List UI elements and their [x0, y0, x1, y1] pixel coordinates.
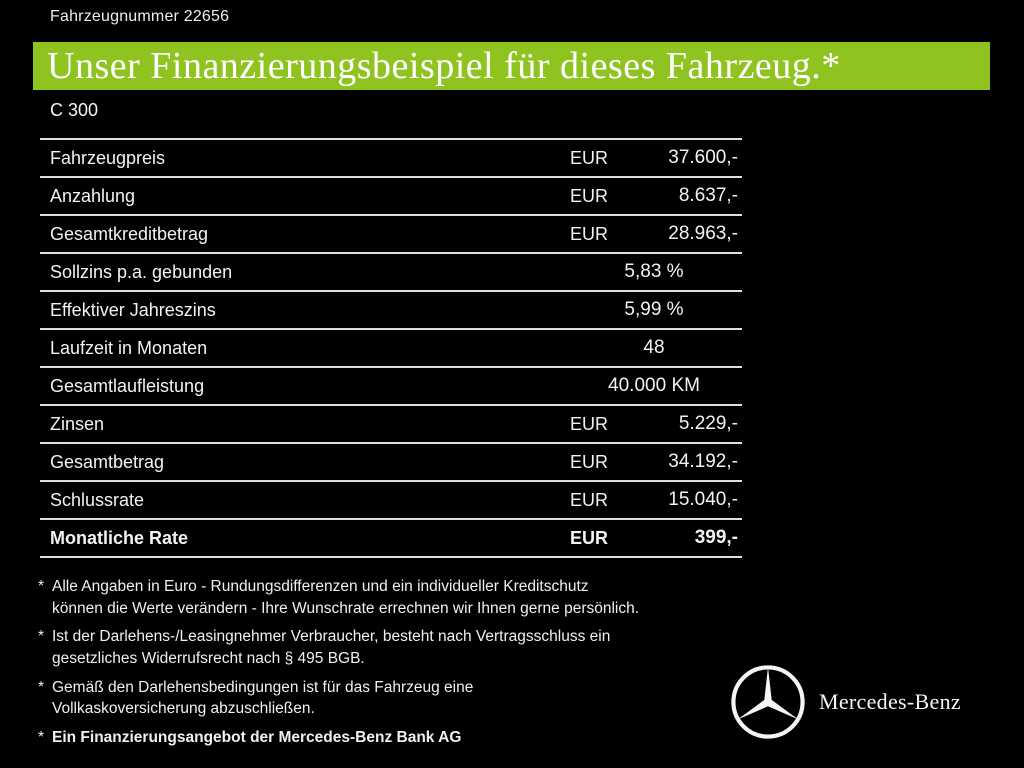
table-row: Gesamtkreditbetrag EUR 28.963,- — [40, 216, 742, 254]
row-label: Sollzins p.a. gebunden — [50, 261, 233, 282]
footnote-text: Alle Angaben in Euro - Rundungsdifferenz… — [52, 578, 640, 617]
row-currency: EUR — [570, 223, 609, 244]
finance-table: Fahrzeugpreis EUR 37.600,- Anzahlung EUR 8.63… — [40, 138, 742, 558]
row-value: 40.000 KM — [608, 375, 700, 396]
row-value: 5,99 % — [624, 299, 684, 320]
row-value: 28.963,- — [668, 223, 738, 244]
footnote-text: Gemäß den Darlehensbedingungen ist für d… — [52, 678, 474, 718]
footnote: * Alle Angaben in Euro - Rundungsdifferen… — [38, 576, 728, 619]
row-value: 37.600,- — [668, 147, 738, 168]
table-row: Sollzins p.a. gebunden 5,83 % — [40, 254, 742, 292]
row-label: Gesamtlaufleistung — [50, 375, 205, 396]
row-currency: EUR — [570, 147, 609, 168]
table-row: Zinsen EUR 5.229,- — [40, 406, 742, 444]
footnote-marker: * — [38, 729, 45, 747]
row-label: Laufzeit in Monaten — [50, 337, 208, 358]
row-currency: EUR — [570, 413, 609, 434]
row-currency: EUR — [570, 185, 609, 206]
row-label: Anzahlung — [50, 185, 136, 206]
table-row: Fahrzeugpreis EUR 37.600,- — [40, 140, 742, 178]
row-currency: EUR — [570, 451, 609, 472]
brand-block: Mercedes-Benz — [730, 664, 961, 740]
page-title: Unser Finanzierungsbeispiel für dieses F… — [47, 45, 841, 87]
row-label: Zinsen — [50, 413, 105, 434]
row-label: Monatliche Rate — [50, 527, 189, 548]
table-row: Gesamtlaufleistung 40.000 KM — [40, 368, 742, 406]
footnote-text: Ist der Darlehens-/Leasingnehmer Verbrau… — [52, 628, 611, 668]
row-value: 48 — [643, 337, 665, 358]
table-row: Monatliche Rate EUR 399,- — [40, 520, 742, 558]
row-label: Schlussrate — [50, 489, 145, 510]
row-value: 5.229,- — [678, 413, 738, 434]
model-name: C 300 — [50, 100, 99, 120]
row-value: 15.040,- — [668, 489, 738, 510]
row-value: 8.637,- — [678, 185, 738, 206]
footnote-text: Ein Finanzierungsangebot der Mercedes-Be… — [52, 729, 462, 747]
table-row: Anzahlung EUR 8.637,- — [40, 178, 742, 216]
row-value: 399,- — [694, 527, 738, 548]
table-row: Schlussrate EUR 15.040,- — [40, 482, 742, 520]
footnotes: * Alle Angaben in Euro - Rundungsdifferen… — [38, 576, 728, 756]
row-value: 5,83 % — [624, 261, 684, 282]
footnote: * Gemäß den Darlehensbedingungen ist für … — [38, 677, 728, 720]
table-row: Gesamtbetrag EUR 34.192,- — [40, 444, 742, 482]
row-value: 34.192,- — [668, 451, 738, 472]
title-banner: Unser Finanzierungsbeispiel für dieses F… — [33, 42, 990, 90]
vehicle-number: Fahrzeugnummer 22656 — [50, 8, 230, 25]
mercedes-wordmark: Mercedes-Benz — [819, 689, 961, 714]
footnote-marker: * — [38, 628, 45, 646]
row-label: Effektiver Jahreszins — [50, 299, 216, 320]
row-currency: EUR — [570, 527, 609, 548]
footnote-marker: * — [38, 578, 45, 595]
footnote-marker: * — [38, 678, 45, 696]
table-row: Laufzeit in Monaten 48 — [40, 330, 742, 368]
row-label: Gesamtkreditbetrag — [50, 223, 209, 244]
footnote: * Ist der Darlehens-/Leasingnehmer Verbra… — [38, 626, 728, 669]
row-label: Gesamtbetrag — [50, 451, 165, 472]
row-currency: EUR — [570, 489, 609, 510]
mercedes-star-icon — [731, 665, 805, 739]
row-label: Fahrzeugpreis — [50, 147, 166, 168]
footnote: * Ein Finanzierungsangebot der Mercedes-B… — [38, 727, 728, 749]
table-row: Effektiver Jahreszins 5,99 % — [40, 292, 742, 330]
